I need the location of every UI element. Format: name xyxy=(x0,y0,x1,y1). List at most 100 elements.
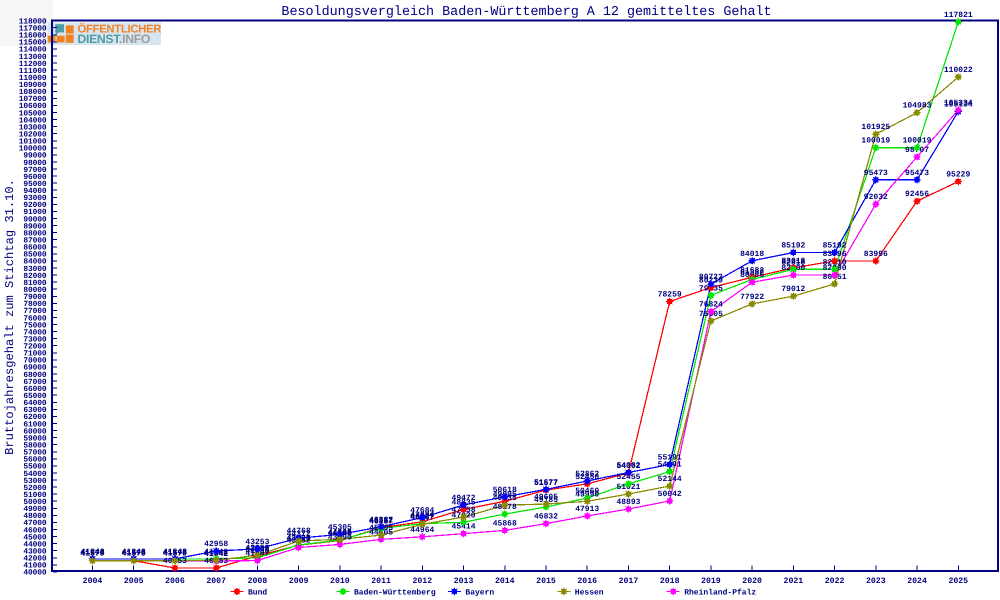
svg-text:76000: 76000 xyxy=(23,314,46,323)
svg-text:114000: 114000 xyxy=(19,46,47,55)
svg-text:100000: 100000 xyxy=(19,145,47,154)
svg-text:105000: 105000 xyxy=(19,109,47,118)
svg-text:101925: 101925 xyxy=(861,123,890,132)
svg-text:60000: 60000 xyxy=(23,427,46,436)
svg-text:42958: 42958 xyxy=(204,540,228,549)
svg-text:46832: 46832 xyxy=(534,513,558,522)
svg-text:104983: 104983 xyxy=(903,102,932,111)
svg-text:43253: 43253 xyxy=(245,538,269,547)
svg-text:50000: 50000 xyxy=(23,498,46,507)
svg-text:Rheinland-Pfalz: Rheinland-Pfalz xyxy=(684,588,756,597)
svg-text:89000: 89000 xyxy=(23,222,46,231)
svg-text:47000: 47000 xyxy=(23,519,46,528)
svg-text:50460: 50460 xyxy=(575,487,599,496)
svg-text:2010: 2010 xyxy=(330,577,350,586)
svg-text:41842: 41842 xyxy=(122,548,146,557)
svg-text:111000: 111000 xyxy=(19,67,47,76)
svg-text:2011: 2011 xyxy=(371,577,391,586)
svg-text:56000: 56000 xyxy=(23,456,46,465)
svg-text:81000: 81000 xyxy=(23,279,46,288)
svg-text:41579: 41579 xyxy=(80,550,104,559)
svg-text:107000: 107000 xyxy=(19,95,47,104)
svg-text:41842: 41842 xyxy=(80,548,104,557)
svg-text:40000: 40000 xyxy=(23,569,46,578)
svg-text:110000: 110000 xyxy=(19,74,47,83)
svg-text:92000: 92000 xyxy=(23,201,46,210)
svg-text:72000: 72000 xyxy=(23,343,46,352)
svg-text:52455: 52455 xyxy=(616,473,640,482)
svg-text:85192: 85192 xyxy=(781,241,805,250)
svg-text:92032: 92032 xyxy=(864,193,888,202)
svg-text:57000: 57000 xyxy=(23,449,46,458)
svg-text:2007: 2007 xyxy=(206,577,226,586)
svg-text:45868: 45868 xyxy=(493,519,517,528)
svg-text:82000: 82000 xyxy=(23,272,46,281)
svg-text:113000: 113000 xyxy=(19,53,47,62)
svg-text:106000: 106000 xyxy=(19,102,47,111)
svg-text:84000: 84000 xyxy=(23,258,46,267)
svg-text:46157: 46157 xyxy=(369,517,393,526)
svg-text:116000: 116000 xyxy=(19,32,47,41)
svg-text:49000: 49000 xyxy=(23,505,46,514)
svg-text:2008: 2008 xyxy=(248,577,268,586)
svg-text:41579: 41579 xyxy=(163,550,187,559)
svg-text:99000: 99000 xyxy=(23,152,46,161)
svg-text:80000: 80000 xyxy=(23,286,46,295)
svg-text:78000: 78000 xyxy=(23,300,46,309)
svg-text:41842: 41842 xyxy=(163,548,187,557)
svg-text:41579: 41579 xyxy=(80,550,104,559)
svg-text:Bund: Bund xyxy=(248,588,267,597)
svg-text:67000: 67000 xyxy=(23,378,46,387)
svg-text:77922: 77922 xyxy=(740,293,764,302)
svg-text:51677: 51677 xyxy=(534,478,558,487)
svg-text:41579: 41579 xyxy=(80,550,104,559)
svg-text:2016: 2016 xyxy=(577,577,597,586)
svg-text:52000: 52000 xyxy=(23,484,46,493)
svg-text:44964: 44964 xyxy=(410,526,434,535)
svg-text:2015: 2015 xyxy=(536,577,556,586)
svg-text:93000: 93000 xyxy=(23,194,46,203)
svg-text:108000: 108000 xyxy=(19,88,47,97)
svg-text:117000: 117000 xyxy=(19,24,47,33)
svg-text:51577: 51577 xyxy=(534,479,558,488)
svg-text:43000: 43000 xyxy=(23,548,46,557)
svg-text:41579: 41579 xyxy=(122,550,146,559)
svg-text:85192: 85192 xyxy=(823,241,847,250)
svg-text:90000: 90000 xyxy=(23,215,46,224)
svg-text:110022: 110022 xyxy=(944,66,973,75)
svg-text:54000: 54000 xyxy=(23,470,46,479)
svg-text:79012: 79012 xyxy=(781,285,805,294)
svg-text:91000: 91000 xyxy=(23,208,46,217)
svg-text:2024: 2024 xyxy=(907,577,927,586)
svg-text:96000: 96000 xyxy=(23,173,46,182)
svg-text:104000: 104000 xyxy=(19,116,47,125)
svg-text:2025: 2025 xyxy=(948,577,968,586)
svg-text:55191: 55191 xyxy=(658,454,682,463)
svg-text:71000: 71000 xyxy=(23,350,46,359)
svg-text:86000: 86000 xyxy=(23,244,46,253)
svg-text:83018: 83018 xyxy=(781,257,805,266)
svg-text:53000: 53000 xyxy=(23,477,46,486)
svg-text:41842: 41842 xyxy=(163,548,187,557)
svg-text:Bayern: Bayern xyxy=(465,588,494,597)
svg-text:98000: 98000 xyxy=(23,159,46,168)
svg-text:64000: 64000 xyxy=(23,399,46,408)
svg-text:101000: 101000 xyxy=(19,138,47,147)
svg-text:46282: 46282 xyxy=(369,517,393,526)
svg-text:77000: 77000 xyxy=(23,307,46,316)
svg-text:50618: 50618 xyxy=(493,486,517,495)
svg-text:DIENST.INFO: DIENST.INFO xyxy=(78,32,151,46)
svg-text:80723: 80723 xyxy=(699,273,723,282)
svg-text:2012: 2012 xyxy=(412,577,432,586)
svg-text:Hessen: Hessen xyxy=(575,588,604,597)
svg-text:ÖFFENTLICHER: ÖFFENTLICHER xyxy=(78,23,162,36)
svg-text:47913: 47913 xyxy=(575,505,599,514)
svg-text:92456: 92456 xyxy=(905,190,929,199)
svg-text:88000: 88000 xyxy=(23,229,46,238)
svg-text:2005: 2005 xyxy=(124,577,144,586)
svg-text:112000: 112000 xyxy=(19,60,47,69)
svg-text:81682: 81682 xyxy=(740,266,764,275)
svg-text:83996: 83996 xyxy=(864,250,888,259)
svg-text:48000: 48000 xyxy=(23,512,46,521)
svg-text:2022: 2022 xyxy=(825,577,845,586)
